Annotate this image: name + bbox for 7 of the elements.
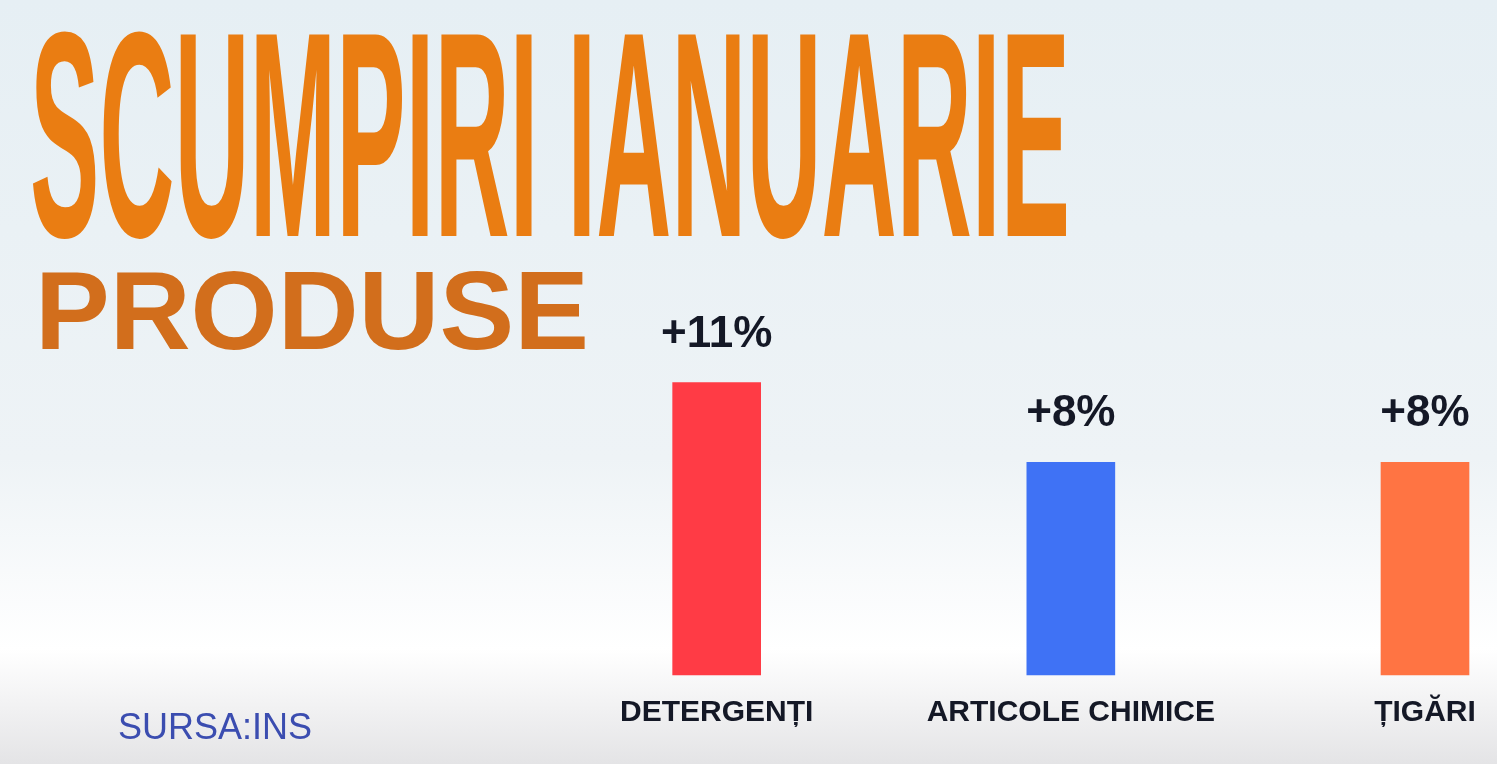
data-label: +11% [661, 306, 773, 356]
x-tick-label: ȚIGĂRI [1374, 694, 1476, 728]
x-tick-label: DETERGENȚI [619, 694, 814, 728]
text: SURSA:INS [118, 706, 313, 747]
data-label: +8% [1380, 386, 1470, 436]
data-label: +8% [1026, 386, 1116, 436]
x-tick-label: ARTICOLE CHIMICE [926, 694, 1215, 728]
